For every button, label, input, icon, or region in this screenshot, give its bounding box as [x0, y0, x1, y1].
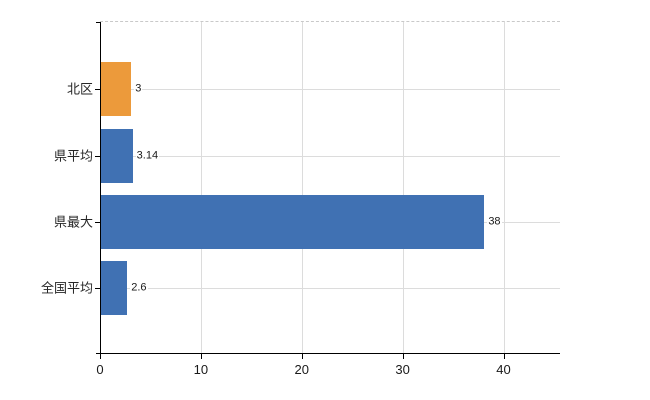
bar-value-label: 3: [134, 82, 143, 96]
gridline-vertical: [301, 22, 303, 353]
plot-top-border: [100, 21, 560, 22]
x-axis-tick-label: 0: [96, 362, 104, 377]
category-label: 全国平均: [40, 280, 93, 296]
bar-value-label: 3.14: [135, 149, 160, 163]
y-axis-top-tick: [96, 22, 100, 23]
bar: [101, 62, 132, 116]
gridline-vertical: [402, 22, 404, 353]
y-axis-tick: [95, 156, 100, 157]
x-axis-tick: [200, 354, 202, 359]
bar-value-label: 38: [487, 215, 502, 229]
y-axis-tick: [95, 222, 100, 223]
x-axis-tick-label: 10: [193, 362, 209, 377]
bar-value-label: 2.6: [130, 281, 148, 295]
x-axis-line: [96, 353, 560, 354]
category-label: 県平均: [53, 148, 93, 164]
x-axis-tick-label: 20: [294, 362, 309, 377]
bar: [101, 261, 128, 315]
y-axis-line: [100, 22, 101, 358]
category-label: 北区: [66, 81, 93, 97]
x-axis-tick-label: 30: [395, 362, 410, 377]
y-axis-tick: [95, 89, 100, 90]
y-axis-tick: [95, 288, 100, 289]
x-axis-tick-label: 40: [496, 362, 511, 377]
bar: [101, 129, 133, 183]
gridline-horizontal: [101, 288, 560, 289]
category-label: 県最大: [53, 214, 93, 230]
gridline-horizontal: [101, 89, 560, 90]
gridline-vertical: [503, 22, 505, 353]
x-axis-tick: [402, 354, 404, 359]
x-axis-tick: [100, 354, 101, 359]
x-axis-tick: [503, 354, 505, 359]
bar: [101, 195, 485, 249]
gridline-horizontal: [101, 156, 560, 157]
gridline-vertical: [200, 22, 202, 353]
x-axis-tick: [301, 354, 303, 359]
